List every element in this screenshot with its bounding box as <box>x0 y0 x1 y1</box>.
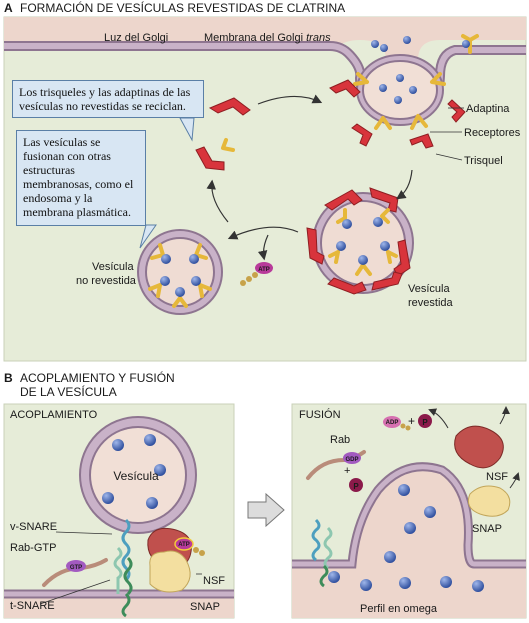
panel-a-title: FORMACIÓN DE VESÍCULAS REVESTIDAS DE CLA… <box>20 0 345 15</box>
cargo-dot <box>394 96 402 104</box>
label-perfil-omega: Perfil en omega <box>360 603 438 615</box>
panel-b-title-2: DE LA VESÍCULA <box>20 384 117 399</box>
triskelion-group <box>329 79 466 149</box>
panel-b-letter: B <box>4 371 13 385</box>
panel-a-letter: A <box>4 1 13 15</box>
label-t-snare: t-SNARE <box>10 600 55 612</box>
label-snap-2: SNAP <box>472 523 502 535</box>
cargo-dot <box>380 44 388 52</box>
atp-label: ATP <box>258 267 270 273</box>
label-nsf-2: NSF <box>486 471 508 483</box>
coated-vesicle <box>306 187 414 295</box>
label-vesicula-revestida-1: Vesícula <box>408 283 450 295</box>
phosphate-1: P <box>422 418 428 427</box>
label-vesicula: Vesícula <box>113 469 159 483</box>
transition-arrow <box>247 492 285 528</box>
label-membrana-golgi: Membrana del Golgi trans <box>204 32 331 44</box>
gtp-badge <box>66 560 86 572</box>
recycled-triskelion <box>195 97 251 171</box>
label-vesicula-revestida-2: revestida <box>408 297 454 309</box>
label-receptores: Receptores <box>464 127 521 139</box>
panel-b-title-1: ACOPLAMIENTO Y FUSIÓN <box>20 370 175 385</box>
adaptin-group <box>353 34 479 130</box>
gtp-label: GTP <box>70 565 82 571</box>
atp-molecule: ATP <box>240 262 273 286</box>
gdp-label: GDP <box>345 457 358 463</box>
t-snare-coil <box>113 546 123 594</box>
label-luz-golgi: Luz del Golgi <box>104 32 168 44</box>
label-trisquel: Trisquel <box>464 155 503 167</box>
adp-label: ADP <box>386 420 399 426</box>
label-vesicula-no-revestida-2: no revestida <box>76 275 137 287</box>
label-adaptina: Adaptina <box>466 103 510 115</box>
label-rab: Rab <box>330 434 350 446</box>
label-acoplamiento: ACOPLAMIENTO <box>10 409 98 421</box>
docking-panel: ACOPLAMIENTO Vesícula GTP ATP v-SNARE Ra <box>3 403 235 619</box>
label-nsf: NSF <box>203 575 225 587</box>
plus-sign-2: + <box>344 465 350 477</box>
cargo-dot <box>379 84 387 92</box>
label-snap: SNAP <box>190 601 220 613</box>
cargo-dot <box>403 36 411 44</box>
flow-arrows <box>206 94 413 261</box>
cargo-dot <box>396 74 404 82</box>
label-v-snare: v-SNARE <box>10 521 57 533</box>
uncoated-vesicle <box>137 229 223 315</box>
atp-label-b: ATP <box>178 542 190 548</box>
snap-protein <box>149 550 191 593</box>
cargo-dot <box>462 40 470 48</box>
label-rab-gtp: Rab-GTP <box>10 542 56 554</box>
callout-fuse: Las vesículas se fusionan con otras estr… <box>16 130 146 226</box>
label-vesicula-no-revestida-1: Vesícula <box>92 261 134 273</box>
callout-recycle: Los trisqueles y las adaptinas de las ve… <box>12 80 204 118</box>
cargo-dot <box>409 86 417 94</box>
plus-sign-1: + <box>408 414 415 428</box>
phosphate-2: P <box>353 482 359 491</box>
fusion-panel: FUSIÓN GDP + P Rab ADP + P <box>291 403 527 619</box>
label-fusion: FUSIÓN <box>299 408 341 421</box>
cargo-dot <box>371 40 379 48</box>
